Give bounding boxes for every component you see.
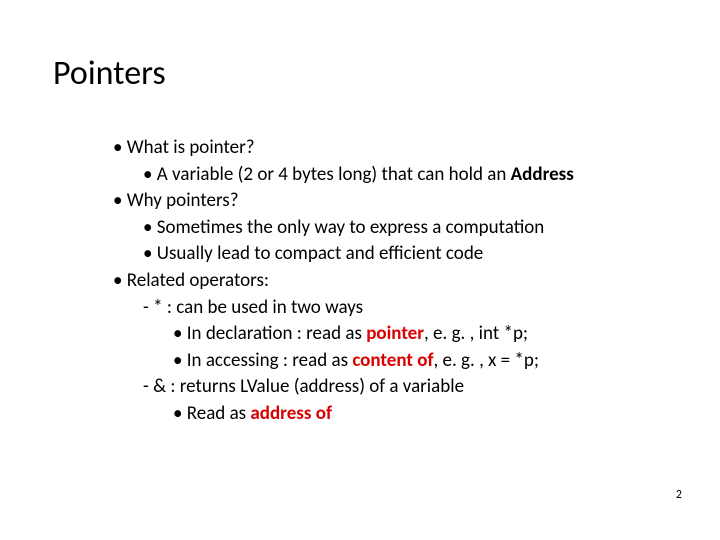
bullet-star-operator: - * : can be used in two ways [113, 295, 574, 322]
emphasis-content-of: content of [352, 349, 433, 372]
emphasis-address: Address [511, 163, 574, 186]
bullet-compact-efficient: • Usually lead to compact and efficient … [113, 241, 574, 268]
bullet-what-is-pointer: • What is pointer? [113, 135, 574, 162]
text-fragment: , e. g. , x = *p; [433, 349, 538, 372]
slide: Pointers • What is pointer? • A variable… [0, 0, 720, 540]
bullet-related-operators: • Related operators: [113, 268, 574, 295]
text-fragment: • Read as [173, 402, 250, 425]
bullet-only-way-express: • Sometimes the only way to express a co… [113, 215, 574, 242]
text-fragment: • In accessing : read as [173, 349, 352, 372]
text-fragment: • In declaration : read as [173, 322, 366, 345]
slide-body: • What is pointer? • A variable (2 or 4 … [113, 135, 574, 428]
slide-title: Pointers [53, 53, 166, 94]
bullet-read-as-address-of: • Read as address of [113, 401, 574, 428]
bullet-star-accessing: • In accessing : read as content of, e. … [113, 348, 574, 375]
text-fragment: • A variable (2 or 4 bytes long) that ca… [143, 163, 511, 186]
bullet-variable-holds-address: • A variable (2 or 4 bytes long) that ca… [113, 162, 574, 189]
emphasis-pointer: pointer [366, 322, 424, 345]
bullet-why-pointers: • Why pointers? [113, 188, 574, 215]
page-number: 2 [676, 488, 682, 502]
bullet-amp-operator: - & : returns LValue (address) of a vari… [113, 374, 574, 401]
text-fragment: , e. g. , int *p; [424, 322, 528, 345]
emphasis-address-of: address of [250, 402, 332, 425]
bullet-star-declaration: • In declaration : read as pointer, e. g… [113, 321, 574, 348]
